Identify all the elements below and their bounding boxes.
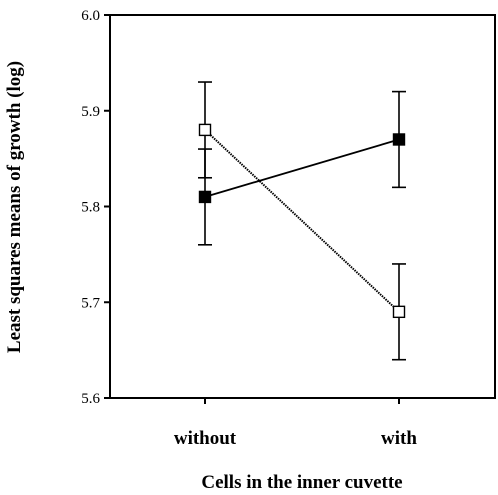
y-axis-ticks: 5.6 5.7 5.8 5.9 6.0 bbox=[81, 8, 110, 407]
y-tick-label: 5.7 bbox=[81, 295, 100, 311]
x-axis-ticks: without with bbox=[174, 398, 417, 449]
x-tick-label: with bbox=[381, 428, 417, 449]
filled-square-marker bbox=[392, 133, 406, 146]
y-tick-label: 5.9 bbox=[81, 104, 100, 120]
filled-square-marker bbox=[198, 190, 212, 204]
series-2 bbox=[198, 81, 406, 361]
y-tick-label: 5.6 bbox=[81, 391, 100, 407]
open-square-marker bbox=[198, 123, 212, 137]
plot-frame bbox=[109, 14, 496, 399]
open-square-marker bbox=[392, 305, 406, 319]
x-axis-title: Cells in the inner cuvette bbox=[201, 472, 402, 493]
x-tick-label: without bbox=[174, 428, 237, 449]
series-1 bbox=[198, 90, 406, 246]
series-layer bbox=[198, 81, 406, 361]
y-tick-label: 5.8 bbox=[81, 200, 100, 216]
series-line bbox=[204, 129, 400, 313]
y-axis-title: Least squares means of growth (log) bbox=[4, 61, 25, 353]
y-tick-label: 6.0 bbox=[81, 8, 100, 24]
series-line bbox=[204, 138, 400, 198]
